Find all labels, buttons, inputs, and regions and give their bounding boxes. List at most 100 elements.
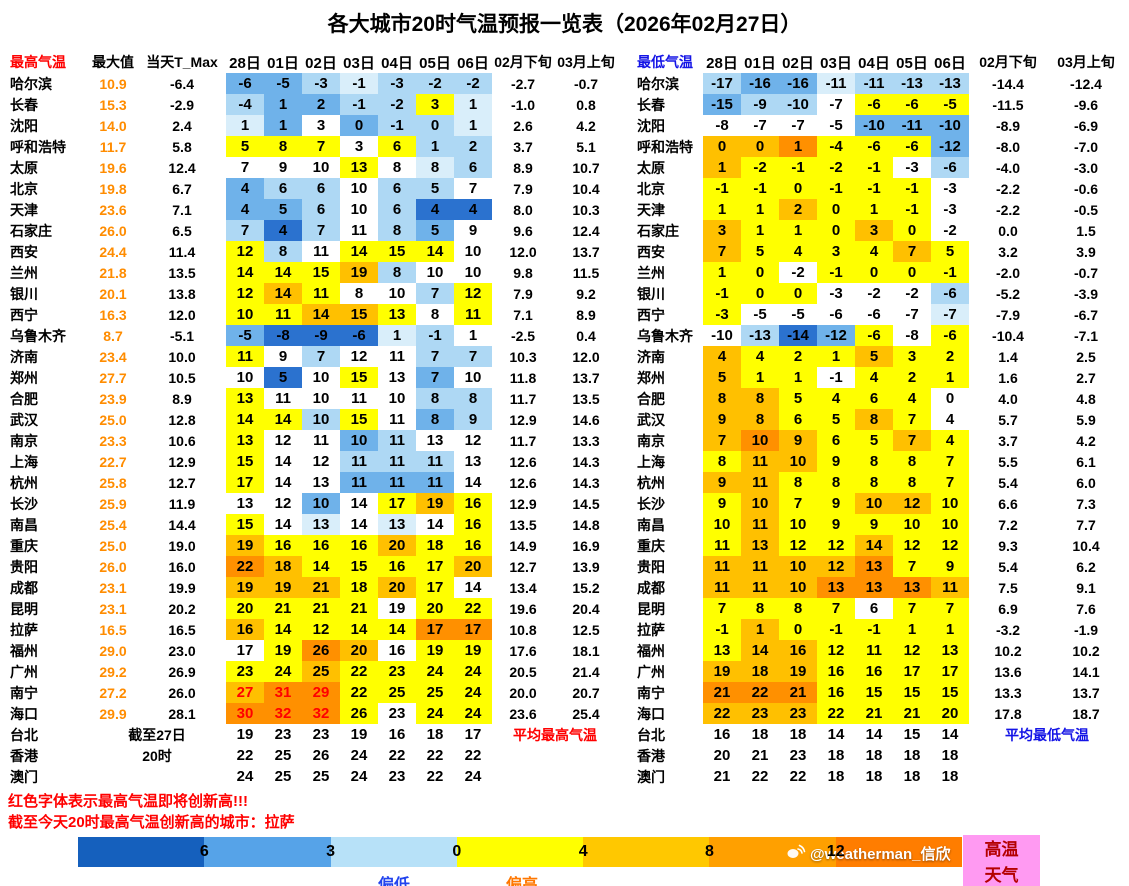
period-avg-early-mar: 8.9 — [576, 306, 596, 323]
forecast-cell: 1 — [703, 199, 741, 220]
forecast-cell: -10 — [931, 115, 969, 136]
forecast-cell: -1 — [378, 115, 416, 136]
forecast-cell: 1 — [855, 199, 893, 220]
forecast-cell: 7 — [302, 346, 340, 367]
period-avg-early-mar: 20.4 — [572, 600, 600, 617]
forecast-cell: 22 — [426, 747, 444, 764]
forecast-cell: 19 — [264, 577, 302, 598]
forecast-cell: 3 — [893, 346, 931, 367]
period-avg-late-feb: 5.7 — [998, 411, 1018, 428]
forecast-cell: 16 — [340, 535, 378, 556]
table-row: 太原 19.6 12.4 7 9 10 13 8 8 6 8.9 10.7 — [8, 157, 618, 178]
above-normal-label: 偏高 — [506, 877, 539, 886]
forecast-cell: 15 — [226, 451, 264, 472]
period-avg-late-feb: 11.8 — [509, 369, 537, 386]
table-row: 广州 19 18 19 16 16 17 17 13.6 14.1 — [635, 661, 1125, 682]
today-tmax-value: 11.9 — [168, 495, 196, 512]
forecast-cell: 24 — [350, 747, 368, 764]
forecast-cell: 2 — [779, 199, 817, 220]
forecast-cell: 4 — [931, 430, 969, 451]
forecast-cell: 10 — [226, 304, 264, 325]
forecast-cell: 20 — [931, 703, 969, 724]
forecast-cell: 14 — [264, 409, 302, 430]
forecast-cell: 5 — [416, 220, 454, 241]
forecast-cell: 23 — [312, 726, 330, 743]
forecast-cell: 12 — [340, 346, 378, 367]
forecast-cell: 11 — [302, 283, 340, 304]
forecast-cell: 0 — [855, 262, 893, 283]
today-tmax-value: 14.4 — [168, 516, 196, 533]
city-label: 呼和浩特 — [10, 138, 66, 155]
period-avg-early-mar: -6.7 — [1073, 306, 1099, 323]
forecast-cell: 23 — [274, 726, 292, 743]
period-avg-late-feb: 7.5 — [998, 579, 1018, 596]
forecast-cell: 10 — [416, 262, 454, 283]
forecast-cell: 7 — [931, 472, 969, 493]
forecast-cell: 5 — [226, 136, 264, 157]
forecast-cell: 1 — [703, 262, 741, 283]
period-avg-early-mar: 6.1 — [1076, 453, 1096, 470]
period-avg-late-feb: 4.0 — [998, 390, 1018, 407]
record-max-value: 16.3 — [99, 306, 127, 323]
record-max-value: 25.8 — [99, 474, 127, 491]
city-label: 长春 — [637, 96, 665, 113]
forecast-cell: 7 — [226, 220, 264, 241]
forecast-cell: 13 — [931, 640, 969, 661]
forecast-cell: 8 — [703, 451, 741, 472]
forecast-cell: 24 — [454, 661, 492, 682]
today-tmax-value: 12.0 — [168, 306, 196, 323]
column-header: 02月下旬 — [979, 54, 1037, 70]
column-header: 28日 — [229, 54, 261, 72]
forecast-cell: 8 — [741, 598, 779, 619]
forecast-cell: -5 — [264, 73, 302, 94]
forecast-cell: 14 — [340, 493, 378, 514]
forecast-cell: -7 — [817, 94, 855, 115]
forecast-cell: -2 — [378, 94, 416, 115]
record-max-value: 20.1 — [99, 285, 127, 302]
table-row: 呼和浩特 0 0 1 -4 -6 -6 -12 -8.0 -7.0 — [635, 136, 1125, 157]
period-avg-late-feb: 17.6 — [509, 642, 537, 659]
city-label: 乌鲁木齐 — [637, 327, 693, 344]
city-label: 上海 — [10, 453, 38, 470]
forecast-cell: 10 — [779, 451, 817, 472]
forecast-cell: 15 — [340, 556, 378, 577]
table-row: 合肥 23.9 8.9 13 11 10 11 10 8 8 11.7 13.5 — [8, 388, 618, 409]
forecast-cell: 24 — [464, 768, 482, 785]
period-avg-late-feb: 11.7 — [509, 432, 537, 449]
forecast-cell: 18 — [827, 747, 845, 764]
legend-boundary-label: 0 — [452, 843, 462, 860]
table-row: 南昌 10 11 10 9 9 10 10 7.2 7.7 — [635, 514, 1125, 535]
forecast-cell: -3 — [931, 199, 969, 220]
forecast-cell: 8 — [741, 409, 779, 430]
today-tmax-value: 16.0 — [168, 558, 196, 575]
city-label: 西安 — [637, 243, 665, 260]
city-label: 银川 — [637, 285, 665, 302]
forecast-cell: 14 — [855, 535, 893, 556]
forecast-cell: 21 — [302, 577, 340, 598]
record-max-value: 15.3 — [99, 96, 127, 113]
period-avg-early-mar: 10.7 — [572, 159, 600, 176]
forecast-cell: 1 — [741, 220, 779, 241]
forecast-cell: 3 — [416, 94, 454, 115]
forecast-cell: 18 — [941, 747, 959, 764]
forecast-cell: 10 — [779, 577, 817, 598]
period-avg-late-feb: 12.7 — [509, 558, 537, 575]
watermark: @weatherman_信欣 — [786, 843, 951, 864]
period-avg-early-mar: 4.8 — [1076, 390, 1096, 407]
forecast-cell: 19 — [703, 661, 741, 682]
record-max-value: 10.9 — [99, 75, 127, 92]
legend-boundary-label: 6 — [199, 843, 209, 860]
table-row: 哈尔滨 10.9 -6.4 -6 -5 -3 -1 -3 -2 -2 -2.7 -0.7 — [8, 73, 618, 94]
city-label: 兰州 — [637, 264, 665, 281]
forecast-cell: 21 — [893, 703, 931, 724]
forecast-cell: 12 — [779, 535, 817, 556]
forecast-cell: 12 — [264, 493, 302, 514]
forecast-cell: 11 — [416, 451, 454, 472]
forecast-cell: -6 — [931, 283, 969, 304]
forecast-cell: 18 — [264, 556, 302, 577]
city-label: 澳门 — [10, 768, 38, 785]
forecast-cell: 14 — [416, 241, 454, 262]
forecast-cell: -1 — [855, 178, 893, 199]
period-avg-late-feb: 9.6 — [513, 222, 533, 239]
cutoff-label: 截至27日 — [128, 726, 186, 743]
